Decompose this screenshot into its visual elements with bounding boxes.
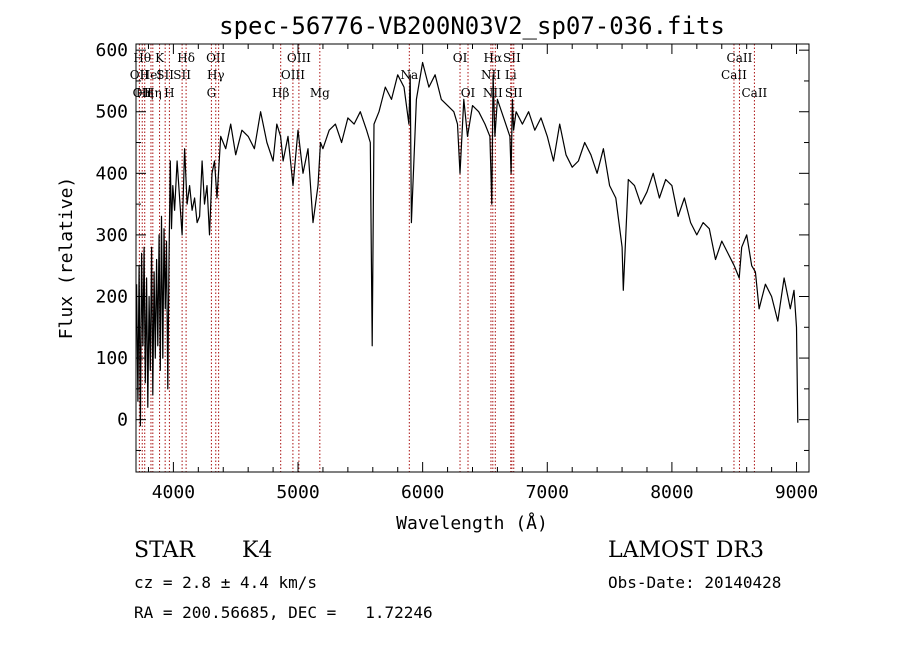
survey-label: LAMOST DR3	[608, 538, 764, 563]
x-tick-label: 7000	[526, 482, 569, 503]
line-label: Hη	[136, 86, 154, 100]
series-line-flux	[136, 61, 799, 427]
spectral-line-markers: OIIHθOIIHηHeIHηKSIIHSIIHδGOIIHγHβOIIIOII…	[130, 44, 768, 472]
chart-title: spec-56776-VB200N03V2_sp07-036.fits	[219, 12, 725, 40]
line-label: OIII	[281, 68, 305, 82]
line-label: K	[155, 51, 165, 65]
line-label: Hθ	[133, 51, 151, 65]
x-tick-label: 6000	[401, 482, 444, 503]
line-label: Hδ	[177, 51, 195, 65]
line-label: Hβ	[272, 86, 289, 100]
line-label: OI	[453, 51, 468, 65]
coordinates-line: RA = 200.56685, DEC = 1.72246	[134, 603, 433, 622]
y-tick-label: 600	[95, 40, 128, 61]
line-label: OII	[133, 86, 153, 100]
line-label: Na	[400, 68, 418, 82]
x-tick-label: 5000	[276, 482, 319, 503]
line-label: OII	[130, 68, 150, 82]
line-label: OIII	[287, 51, 311, 65]
y-tick-label: 500	[95, 102, 128, 123]
line-label: Li	[505, 68, 517, 82]
line-label: SII	[503, 51, 521, 65]
line-label: SII	[173, 68, 191, 82]
y-tick-label: 200	[95, 286, 128, 307]
line-label: OI	[461, 86, 476, 100]
line-label: Hη	[144, 86, 162, 100]
y-tick-label: 400	[95, 163, 128, 184]
axis-ticks: 4000 5000 6000 7000 8000 9000 0 100 200 300 400 500…	[95, 40, 818, 503]
line-label: OII	[206, 51, 226, 65]
redshift-line: cz = 2.8 ± 4.4 km/s	[134, 573, 318, 592]
line-label: CaII	[741, 86, 767, 100]
line-label: SII	[156, 68, 174, 82]
line-label: Hγ	[207, 68, 225, 82]
line-label: H	[164, 86, 174, 100]
line-label: CaII	[721, 68, 747, 82]
y-tick-label: 100	[95, 348, 128, 369]
x-tick-label: 9000	[775, 482, 818, 503]
class-label: STAR	[134, 538, 195, 563]
x-tick-label: 8000	[650, 482, 693, 503]
line-label: SII	[505, 86, 523, 100]
line-label: HeI	[140, 68, 163, 82]
line-label: CaII	[727, 51, 753, 65]
spectrum-series	[136, 61, 799, 427]
line-label: Mg	[310, 86, 330, 100]
line-label: G	[207, 86, 217, 100]
y-tick-label: 0	[117, 410, 128, 431]
y-tick-label: 300	[95, 225, 128, 246]
subclass-label: K4	[242, 538, 273, 563]
line-label: NII	[481, 68, 501, 82]
y-axis-label: Flux (relative)	[56, 177, 77, 340]
x-tick-label: 4000	[152, 482, 195, 503]
line-label: Hα	[484, 51, 503, 65]
x-axis-label: Wavelength (Å)	[396, 512, 548, 534]
obs-date-line: Obs-Date: 20140428	[608, 573, 782, 592]
